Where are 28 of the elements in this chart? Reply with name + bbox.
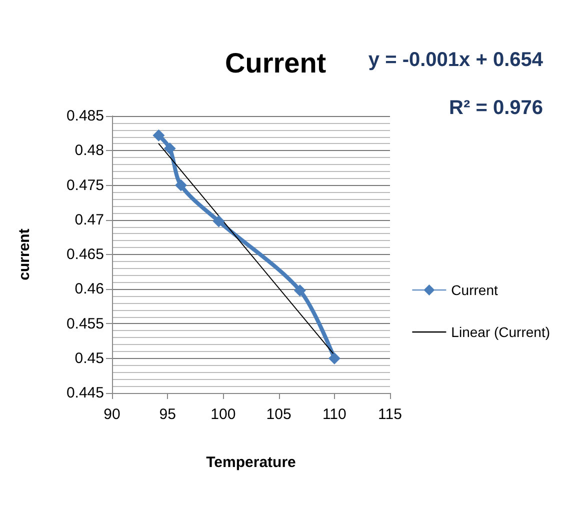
x-axis-title: Temperature (206, 454, 296, 471)
text: y = -0.001x + 0.654 (368, 49, 544, 71)
point (212, 215, 225, 228)
legend-label: Current (451, 282, 498, 298)
legend-label: Linear (Current) (451, 324, 550, 340)
point (164, 142, 176, 155)
x-tick-label: 95 (159, 406, 176, 423)
text: R² = 0.976 (449, 97, 544, 119)
point (152, 129, 165, 142)
x-tick-label: 100 (210, 406, 236, 423)
x-tick-label: 110 (322, 406, 346, 423)
x-tick-label: 90 (104, 406, 120, 423)
point (328, 352, 340, 364)
y-tick-label: 0.465 (66, 246, 104, 263)
y-tick-label: 0.455 (66, 315, 104, 332)
x-tick-label: 115 (378, 406, 402, 423)
y-tick-label: 0.45 (74, 350, 104, 367)
y-tick-label: 0.48 (74, 142, 104, 160)
point (294, 284, 306, 297)
y-tick-label: 0.475 (66, 176, 104, 194)
chart-title: Current (225, 48, 326, 78)
y-tick-label: 0.47 (74, 211, 104, 228)
y-tick-label: 0.485 (66, 108, 104, 124)
y-tick-label: 0.445 (66, 384, 104, 402)
y-axis-title: current (16, 228, 33, 280)
y-tick-label: 0.46 (74, 280, 104, 298)
point (174, 179, 187, 192)
x-tick-label: 105 (266, 406, 292, 423)
